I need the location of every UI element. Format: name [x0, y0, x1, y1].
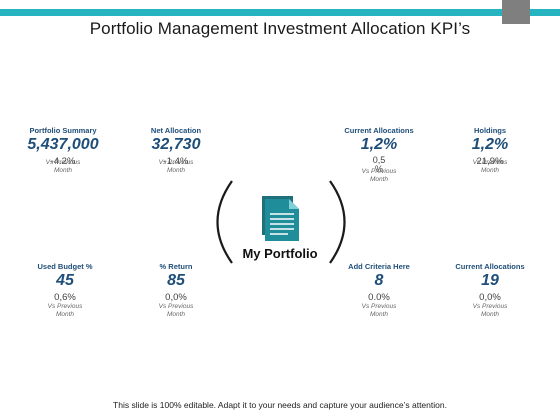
- kpi-change: 0.0%: [368, 292, 390, 303]
- kpi-value: 5,437,000: [27, 136, 99, 153]
- kpi-vs-line1: Vs Previous: [45, 159, 81, 166]
- top-accent-bar: [0, 9, 560, 16]
- kpi-vs-line2: Month: [480, 167, 500, 174]
- corner-square: [502, 0, 530, 24]
- kpi-add-criteria: Add Criteria Here 8 0.0% Vs Previous Mon…: [319, 262, 439, 319]
- kpi-label: Used Budget %: [37, 262, 93, 271]
- kpi-vs-line1: Vs Previous: [158, 159, 194, 166]
- kpi-change: 0,0%: [479, 292, 501, 303]
- kpi-label: Portfolio Summary: [29, 126, 97, 135]
- left-bracket: [216, 180, 233, 264]
- slide-title: Portfolio Management Investment Allocati…: [89, 19, 471, 38]
- footer-note: This slide is 100% editable. Adapt it to…: [113, 400, 447, 410]
- kpi-value: 19: [481, 272, 499, 289]
- right-bracket: [329, 180, 346, 264]
- kpi-vs-line2: Month: [369, 311, 389, 318]
- kpi-return: % Return 85 0,0% Vs Previous Month: [116, 262, 236, 319]
- kpi-change: 0,0%: [165, 292, 187, 303]
- kpi-label: Add Criteria Here: [348, 262, 410, 271]
- kpi-change-unit: %: [374, 164, 383, 174]
- kpi-vs-line2: Month: [369, 176, 389, 183]
- kpi-value: 1,2%: [360, 136, 398, 153]
- kpi-label: Net Allocation: [150, 126, 202, 135]
- kpi-vs-line2: Month: [55, 311, 75, 318]
- kpi-vs-line1: Vs Previous: [361, 168, 397, 175]
- kpi-used-budget: Used Budget % 45 0,6% Vs Previous Month: [5, 262, 125, 319]
- document-icon: [262, 196, 299, 241]
- kpi-value: 8: [374, 272, 384, 289]
- kpi-change: 0,6%: [54, 292, 76, 303]
- kpi-vs-line2: Month: [166, 311, 186, 318]
- kpi-change: -4.2%: [50, 156, 76, 167]
- kpi-vs-line1: Vs Previous: [47, 303, 83, 310]
- kpi-value: 45: [56, 272, 74, 289]
- kpi-net-allocation: Net Allocation 32,730 -1.4% Vs Previous …: [116, 126, 236, 175]
- kpi-current-allocations-bottom: Current Allocations 19 0,0% Vs Previous …: [430, 262, 550, 319]
- kpi-change: 21,9%: [476, 156, 504, 167]
- kpi-change: 0,5: [372, 155, 386, 165]
- kpi-label: Holdings: [473, 126, 507, 135]
- kpi-vs-line2: Month: [53, 167, 73, 174]
- kpi-label: Current Allocations: [344, 126, 414, 135]
- kpi-vs-line1: Vs Previous: [472, 159, 508, 166]
- center-title: My Portfolio: [242, 246, 318, 261]
- kpi-value: 32,730: [151, 136, 201, 153]
- kpi-vs-line2: Month: [166, 167, 186, 174]
- kpi-label: Current Allocations: [455, 262, 525, 271]
- kpi-vs-line1: Vs Previous: [158, 303, 194, 310]
- kpi-vs-line1: Vs Previous: [361, 303, 397, 310]
- kpi-portfolio-summary: Portfolio Summary 5,437,000 -4.2% Vs Pre…: [3, 126, 123, 175]
- kpi-vs-line1: Vs Previous: [472, 303, 508, 310]
- kpi-vs-line2: Month: [480, 311, 500, 318]
- kpi-change: -1.4%: [163, 156, 189, 167]
- kpi-value: 85: [167, 272, 185, 289]
- kpi-label: % Return: [159, 262, 193, 271]
- kpi-holdings: Holdings 1,2% 21,9% Vs Previous Month: [430, 126, 550, 175]
- kpi-current-allocations-top: Current Allocations 1,2% 0,5 % Vs Previo…: [319, 126, 439, 184]
- kpi-value: 1,2%: [471, 136, 509, 153]
